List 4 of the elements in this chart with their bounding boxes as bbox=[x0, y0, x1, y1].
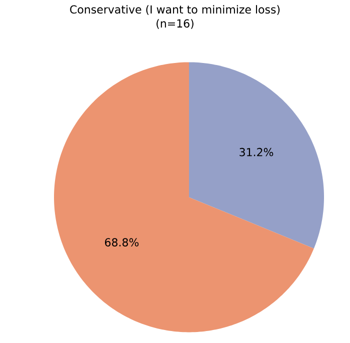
data-label: 68.8% bbox=[105, 238, 139, 246]
chart-title: Conservative (I want to minimize loss) bbox=[70, 5, 280, 15]
data-label: 31.2% bbox=[240, 148, 274, 156]
chart-subtitle: (n=16) bbox=[156, 19, 194, 29]
